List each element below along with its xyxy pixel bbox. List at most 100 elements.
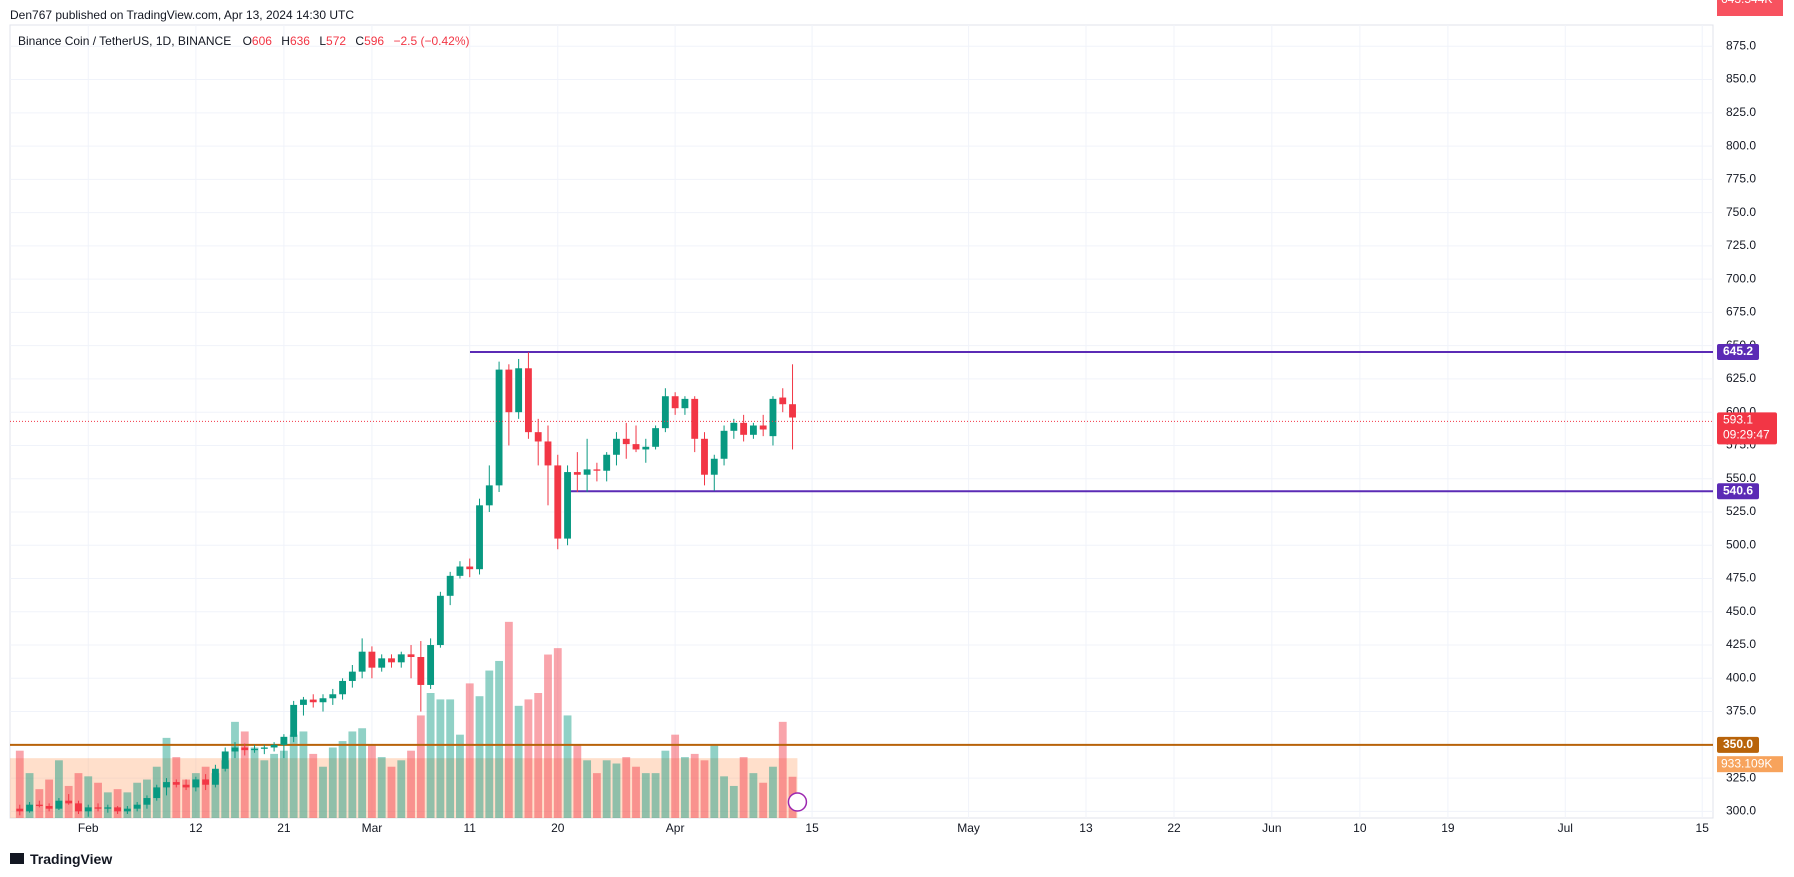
level-label: 645.2	[1723, 344, 1753, 358]
volume-bar	[201, 766, 210, 818]
y-tick-label: 725.0	[1726, 238, 1756, 252]
y-tick-label: 450.0	[1726, 604, 1756, 618]
volume-bar	[260, 760, 269, 818]
x-tick-label: 19	[1441, 821, 1455, 835]
candle-body	[348, 671, 356, 681]
brand: TradingView	[30, 851, 113, 867]
candle-body	[642, 446, 650, 450]
volume-bar	[270, 753, 279, 818]
volume-bar	[465, 683, 474, 818]
candle-body	[368, 651, 376, 668]
volume-bar	[524, 699, 533, 818]
volume-bar	[720, 776, 728, 818]
candle-body	[573, 472, 581, 475]
x-tick-label: 15	[805, 821, 819, 835]
y-tick-label: 750.0	[1726, 205, 1756, 219]
y-tick-label: 325.0	[1726, 770, 1756, 784]
volume-bar	[514, 705, 523, 818]
volume-bar	[221, 760, 230, 818]
volume-bar	[749, 773, 758, 818]
candle-body	[436, 595, 444, 646]
y-tick-label: 675.0	[1726, 305, 1756, 319]
volume-bar	[632, 766, 640, 818]
candle-body	[525, 368, 532, 433]
y-tick-label: 850.0	[1726, 72, 1756, 86]
volume-bar	[240, 731, 249, 818]
level-label-bg	[1717, 736, 1759, 753]
candle-body	[749, 425, 757, 435]
x-tick-label: Mar	[362, 821, 383, 835]
candle-body	[769, 398, 777, 437]
candle-body	[603, 454, 611, 471]
x-tick-label: May	[957, 821, 980, 835]
candle-body	[534, 432, 542, 442]
volume-bar	[113, 789, 122, 818]
candle-body	[94, 807, 102, 809]
volume-bar	[84, 776, 93, 818]
y-tick-label: 525.0	[1726, 504, 1756, 518]
volume-bar	[54, 760, 63, 818]
candle-body	[45, 806, 53, 809]
candle-body	[309, 699, 317, 703]
y-tick-label: 400.0	[1726, 670, 1756, 684]
volume-bar	[426, 693, 435, 818]
countdown: 09:29:47	[1723, 428, 1770, 442]
volume-bar	[446, 699, 455, 818]
candle-body	[622, 438, 630, 445]
candle-body	[104, 807, 112, 809]
candle-body	[613, 438, 620, 455]
publisher-line: Den767 published on TradingView.com, Apr…	[10, 8, 355, 22]
volume-bar	[74, 773, 83, 818]
ohlc-value: 596	[364, 34, 385, 48]
volume-bar	[368, 744, 376, 818]
y-tick-label: 300.0	[1726, 804, 1756, 818]
volume-bar	[769, 766, 777, 818]
y-tick-label: 625.0	[1726, 371, 1756, 385]
candle-body	[544, 441, 552, 466]
candle-body	[153, 787, 161, 799]
last-price-bg	[1717, 412, 1777, 445]
candle-body	[476, 505, 483, 570]
volume-bar	[387, 766, 396, 818]
candle-body	[241, 747, 249, 751]
y-tick-label: 375.0	[1726, 704, 1756, 718]
candle-body	[505, 369, 513, 413]
candle-body	[515, 368, 523, 413]
volume-bar	[211, 773, 220, 818]
volume-bar	[279, 750, 288, 818]
volume-bar	[475, 696, 484, 818]
volume-bar	[162, 737, 171, 818]
candle-body	[163, 782, 170, 788]
volume-bar	[182, 779, 190, 818]
volume-bar	[602, 760, 611, 818]
candle-body	[740, 422, 748, 435]
volume-bar	[338, 741, 347, 818]
volume-bar	[681, 757, 689, 818]
volume-bar	[319, 766, 327, 818]
y-tick-label: 825.0	[1726, 105, 1756, 119]
candle-body	[16, 808, 24, 812]
volume-bar	[309, 753, 318, 818]
candle-body	[388, 658, 395, 663]
candle-body	[378, 658, 386, 668]
candle-body	[779, 397, 787, 405]
volume-bar	[641, 773, 650, 818]
candle-body	[280, 736, 288, 745]
candle-body	[593, 469, 601, 471]
volume-last-label: 643.544K	[1721, 0, 1772, 6]
volume-bar	[289, 734, 298, 818]
candle-body	[270, 744, 278, 748]
candle-body	[583, 469, 591, 475]
volume-bar	[25, 773, 34, 818]
volume-bar	[133, 782, 142, 818]
candle-body	[290, 704, 298, 737]
legend: Binance Coin / TetherUS, 1D, BINANCE O60…	[18, 34, 476, 48]
x-tick-label: 11	[464, 821, 477, 835]
volume-bar	[622, 757, 631, 818]
y-tick-label: 875.0	[1726, 38, 1756, 52]
candle-body	[485, 485, 493, 506]
volume-bar	[436, 699, 445, 818]
volume-bar	[328, 747, 337, 818]
candle-body	[231, 747, 239, 752]
candle-body	[192, 779, 200, 788]
